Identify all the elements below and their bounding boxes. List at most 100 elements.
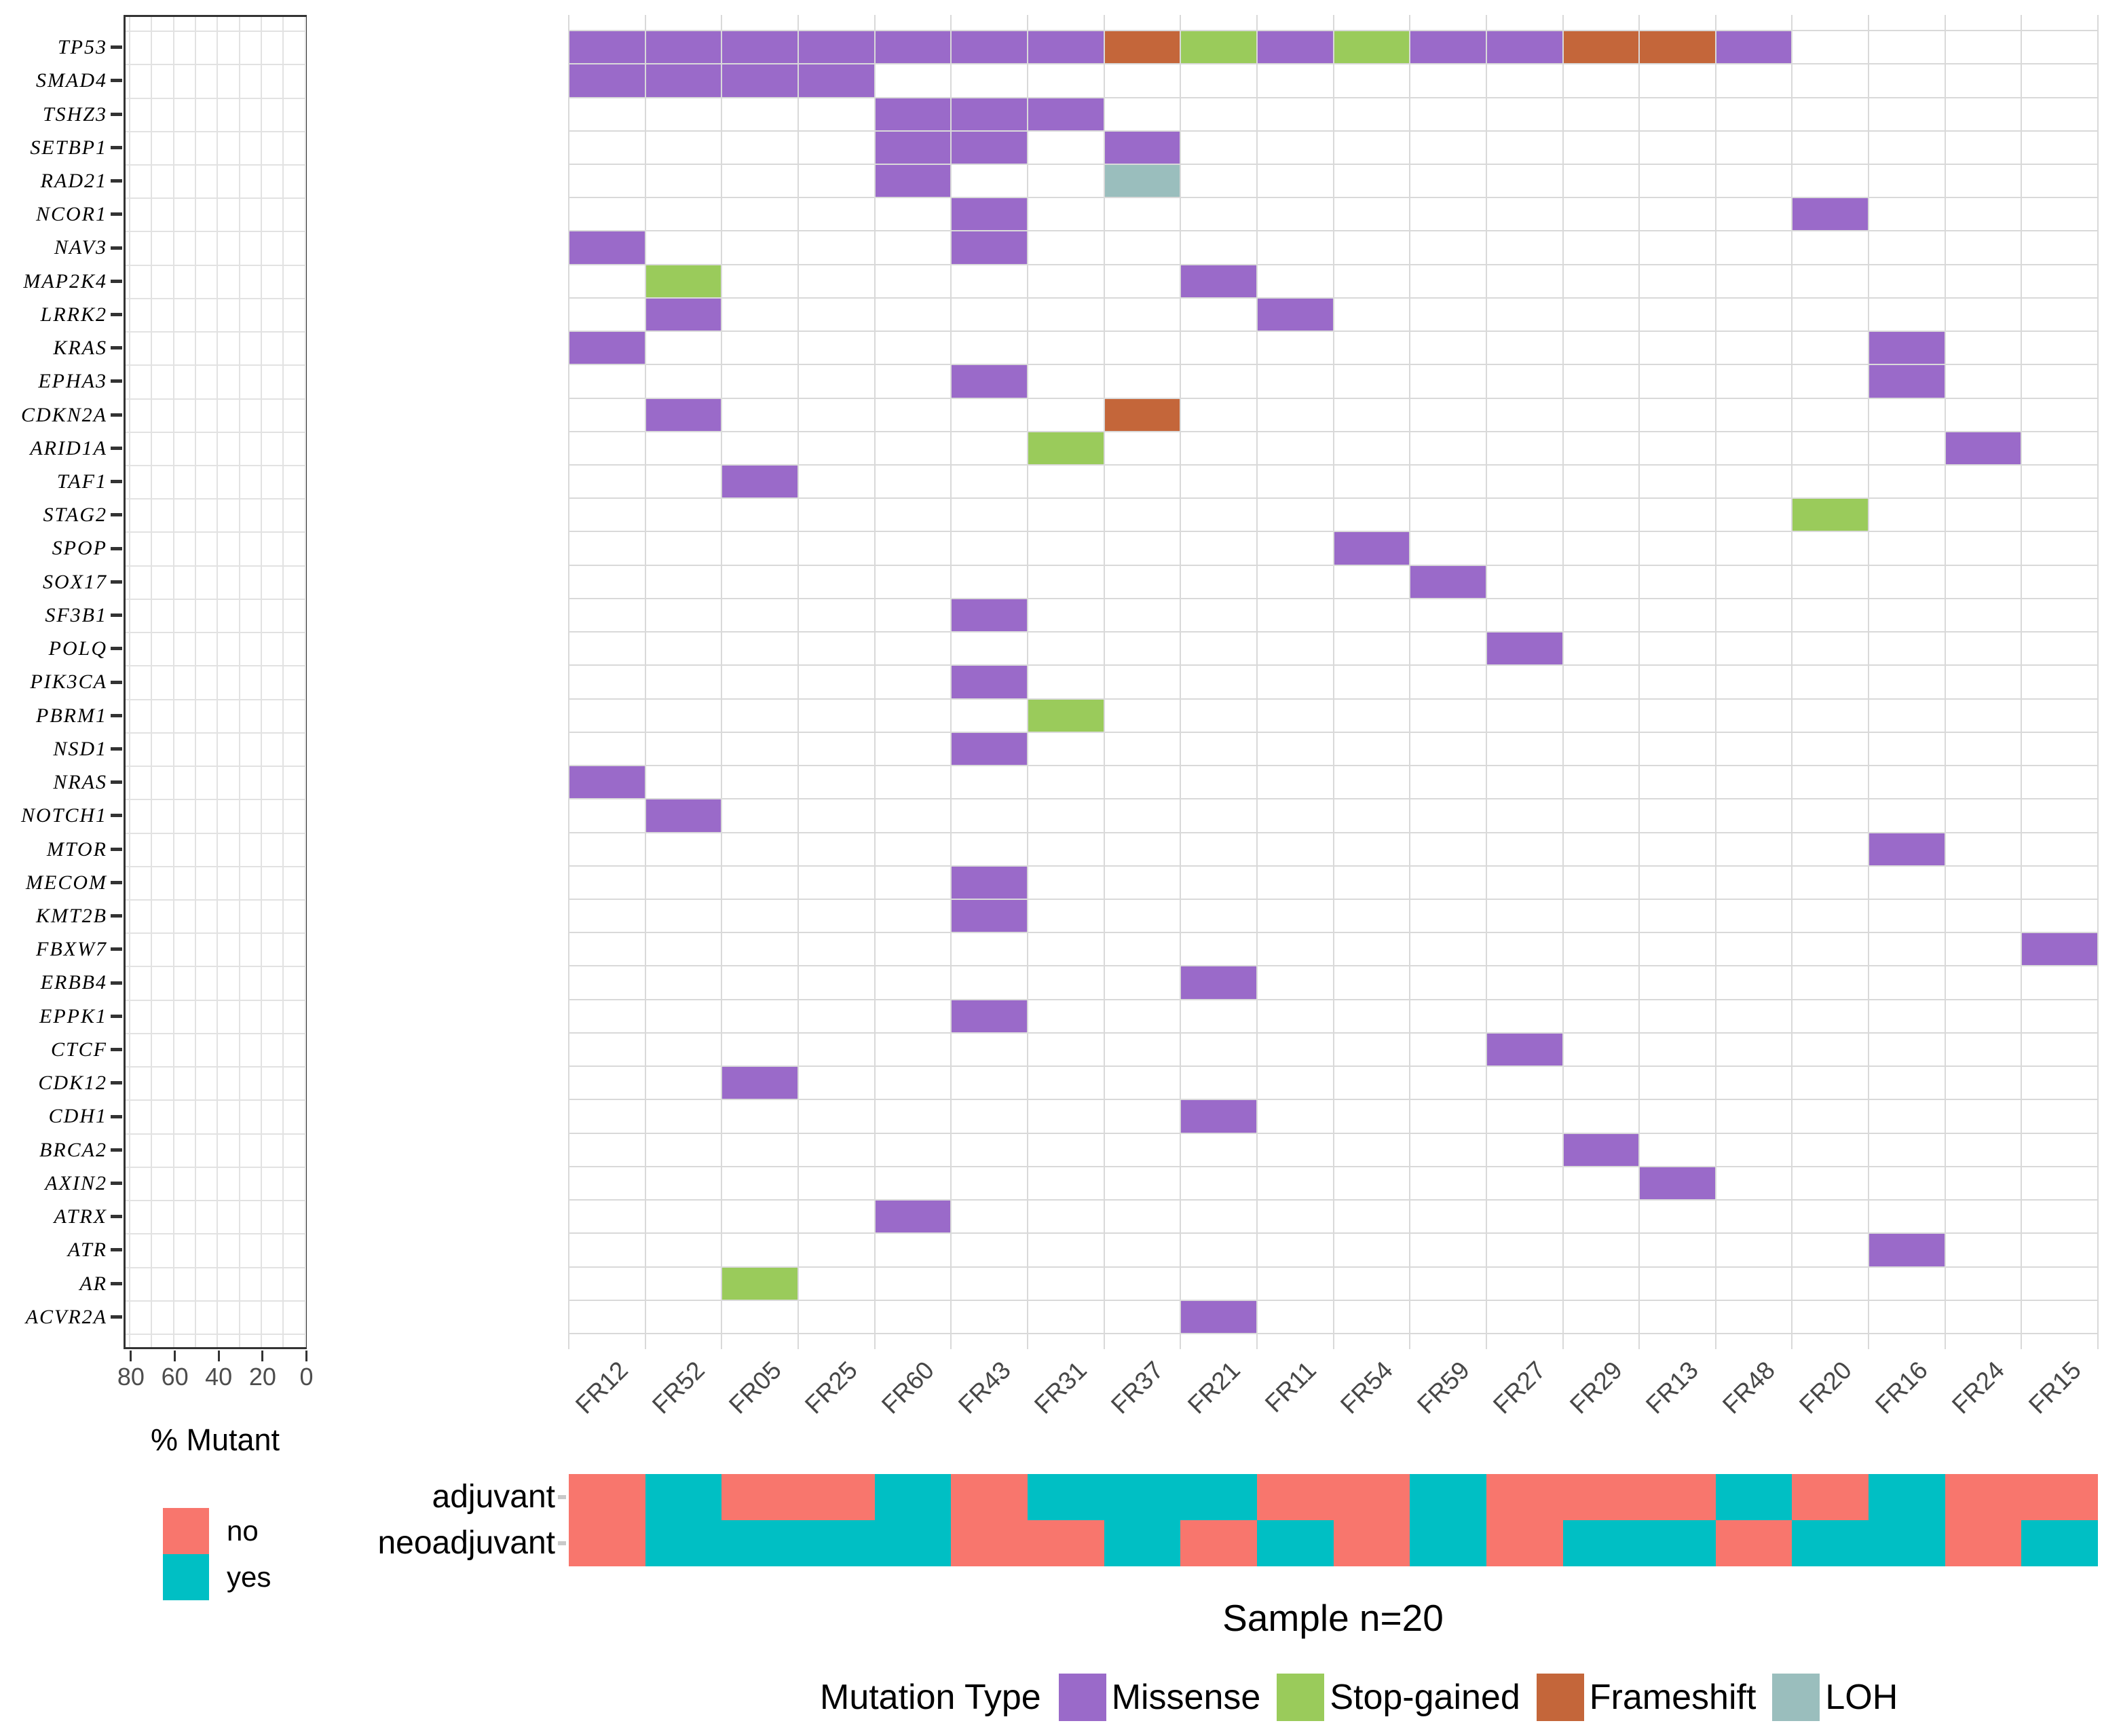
- gridline: [569, 197, 2098, 199]
- treatment-cell: [1869, 1520, 1946, 1566]
- treatment-cell: [1945, 1520, 2022, 1566]
- gridline: [569, 1165, 2098, 1167]
- gridline: [126, 197, 305, 200]
- gridline: [126, 698, 305, 700]
- axis-tick-label: 60: [161, 1363, 189, 1391]
- gridline: [126, 1233, 305, 1235]
- gridline: [126, 1300, 305, 1302]
- mutation-cell: [1869, 331, 1945, 365]
- gene-label: AR: [79, 1272, 107, 1295]
- gridline: [282, 17, 284, 1347]
- mutation-cell: [798, 31, 875, 64]
- gene-label: EPHA3: [38, 370, 107, 393]
- mutation-cell: [798, 64, 875, 98]
- gene-label: POLQ: [48, 637, 107, 660]
- gene-label: LRRK2: [40, 303, 107, 326]
- annotation-axis-tick: [558, 1541, 566, 1545]
- gridline: [874, 15, 876, 1349]
- gene-label: PBRM1: [36, 704, 107, 727]
- gene-label: TSHZ3: [42, 102, 107, 126]
- gene-axis-tick: [111, 1281, 122, 1285]
- gridline: [126, 64, 305, 66]
- gene-axis-tick: [111, 145, 122, 149]
- mutation-cell: [1027, 698, 1104, 732]
- mutation-cell: [721, 465, 798, 499]
- treatment-cell: [2021, 1520, 2099, 1566]
- mutation-cell: [1562, 1133, 1640, 1167]
- mutation-cell: [874, 130, 952, 164]
- gene-label: SMAD4: [36, 69, 107, 92]
- axis-tick-label: 40: [205, 1363, 233, 1391]
- gridline: [569, 1099, 2098, 1101]
- mutation-cell: [1180, 1300, 1257, 1334]
- gene-label: FBXW7: [36, 938, 107, 961]
- mutation-cell: [1027, 31, 1104, 64]
- gene-label: STAG2: [43, 504, 107, 527]
- gene-axis-tick: [111, 747, 122, 751]
- mutation-cell: [569, 766, 645, 799]
- treatment-cell: [1180, 1474, 1258, 1520]
- treatment-cell: [1027, 1520, 1105, 1566]
- mutation-cell: [1486, 632, 1563, 666]
- gridline: [126, 431, 305, 433]
- gene-axis-tick: [111, 279, 122, 283]
- gene-axis-tick: [111, 1114, 122, 1118]
- axis-tick: [217, 1351, 220, 1361]
- mutation-legend-item: Stop-gained: [1277, 1674, 1520, 1721]
- mutation-cell: [1180, 966, 1257, 1000]
- mutation-cell: [1256, 297, 1334, 331]
- gridline: [569, 163, 2098, 165]
- gridline: [569, 130, 2098, 132]
- gridline: [569, 364, 2098, 366]
- treatment-cell: [1715, 1520, 1792, 1566]
- treatment-cell: [874, 1520, 952, 1566]
- gridline: [1638, 15, 1640, 1349]
- mutation-legend-label: Stop-gained: [1330, 1678, 1520, 1717]
- mutation-cell: [1792, 197, 1869, 231]
- gridline: [569, 765, 2098, 767]
- mutation-cell: [721, 31, 798, 64]
- mutation-legend-label: Frameshift: [1589, 1678, 1757, 1717]
- treatment-annotation-heatmap: [569, 1474, 2099, 1566]
- percent-mutant-axis-title: % Mutant: [150, 1422, 280, 1457]
- mutation-cell: [951, 231, 1028, 265]
- gene-axis-tick: [111, 379, 122, 383]
- percent-mutant-panel: [124, 15, 307, 1349]
- treatment-cell: [1256, 1520, 1334, 1566]
- gridline: [1791, 15, 1793, 1349]
- axis-tick: [261, 1351, 264, 1361]
- gridline: [569, 331, 2098, 333]
- treatment-cell: [951, 1520, 1028, 1566]
- gene-label: TAF1: [56, 470, 107, 493]
- mutation-legend-items: Missense Stop-gained Frameshift LOH: [1058, 1674, 1915, 1721]
- gene-label: MAP2K4: [23, 269, 107, 293]
- treatment-cell: [1945, 1474, 2022, 1520]
- gene-axis-tick: [111, 1048, 122, 1051]
- mutation-cell: [874, 164, 952, 198]
- gridline: [569, 831, 2098, 833]
- gene-axis-tick: [111, 981, 122, 985]
- gene-axis-tick: [111, 480, 122, 484]
- neoadjuvant-row-label: neoadjuvant: [377, 1525, 555, 1561]
- mutation-cell: [721, 1066, 798, 1100]
- treatment-legend-label: no: [227, 1515, 259, 1547]
- treatment-cell: [569, 1474, 646, 1520]
- treatment-cell: [798, 1520, 876, 1566]
- gridline: [194, 17, 196, 1347]
- treatment-cell: [1333, 1520, 1410, 1566]
- gridline: [126, 465, 305, 466]
- gene-label: BRCA2: [39, 1138, 107, 1161]
- gene-axis-tick: [111, 1081, 122, 1085]
- mutation-type-legend: Mutation Type Missense Stop-gained Framesh…: [820, 1671, 1914, 1724]
- treatment-cell: [721, 1474, 799, 1520]
- gridline: [644, 15, 646, 1349]
- gridline: [126, 1066, 305, 1068]
- gridline: [126, 632, 305, 634]
- gridline: [126, 865, 305, 867]
- treatment-cell: [1639, 1474, 1716, 1520]
- axis-tick: [130, 1351, 132, 1361]
- gridline: [126, 732, 305, 734]
- gene-axis-tick: [111, 880, 122, 884]
- mutation-cell: [1945, 431, 2022, 465]
